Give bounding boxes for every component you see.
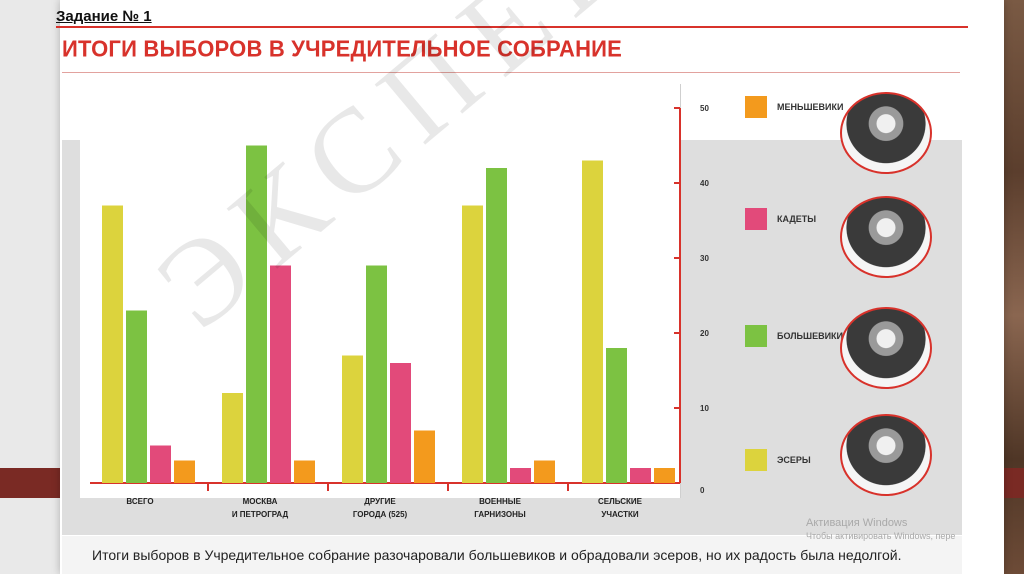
y-tick-label: 30 — [700, 254, 709, 263]
bar-1-4 — [606, 348, 627, 483]
x-tick-label: ВСЕГО — [126, 497, 153, 506]
chart-title: ИТОГИ ВЫБОРОВ В УЧРЕДИТЕЛЬНОЕ СОБРАНИЕ — [62, 35, 623, 62]
top-rule — [56, 26, 968, 28]
bar-2-2 — [390, 363, 411, 483]
windows-activation-notice: Активация Windows Чтобы активировать Win… — [806, 517, 955, 543]
bar-0-1 — [222, 393, 243, 483]
x-tick-label: ВОЕННЫЕ — [479, 497, 522, 506]
title-rule — [62, 72, 960, 73]
legend-label: МЕНЬШЕВИКИ — [777, 102, 844, 112]
bar-1-1 — [246, 145, 267, 483]
y-tick-label: 20 — [700, 329, 709, 338]
bar-3-1 — [294, 460, 315, 483]
bar-0-0 — [102, 205, 123, 483]
bar-3-4 — [654, 468, 675, 483]
x-tick-label: ГАРНИЗОНЫ — [474, 510, 526, 519]
x-tick-label: И ПЕТРОГРАД — [232, 510, 289, 519]
x-tick-label: СЕЛЬСКИЕ — [598, 497, 643, 506]
legend-label: КАДЕТЫ — [777, 214, 817, 224]
y-tick-label: 10 — [700, 404, 709, 413]
legend-label: ЭСЕРЫ — [777, 455, 811, 465]
bar-0-3 — [462, 205, 483, 483]
portrait-menshevik — [840, 92, 932, 174]
legend-swatch — [745, 449, 767, 471]
x-tick-label: ДРУГИЕ — [364, 497, 396, 506]
x-tick-label: ГОРОДА (525) — [353, 510, 408, 519]
caption-box — [62, 536, 962, 574]
bar-3-3 — [534, 460, 555, 483]
legend-swatch — [745, 325, 767, 347]
legend-swatch — [745, 96, 767, 118]
bar-1-2 — [366, 265, 387, 483]
bar-2-1 — [270, 265, 291, 483]
bar-0-4 — [582, 160, 603, 483]
bar-2-3 — [510, 468, 531, 483]
y-tick-label: 40 — [700, 179, 709, 188]
bar-0-2 — [342, 355, 363, 483]
bar-1-3 — [486, 168, 507, 483]
portrait-bolshevik — [840, 307, 932, 389]
bar-3-0 — [174, 460, 195, 483]
activation-line-2: Чтобы активировать Windows, пере — [806, 531, 956, 541]
activation-line-1: Активация Windows — [806, 517, 908, 529]
x-tick-label: МОСКВА — [243, 497, 278, 506]
task-label: Задание № 1 — [56, 8, 152, 25]
y-tick-label: 0 — [700, 486, 705, 495]
legend-swatch — [745, 208, 767, 230]
legend-label: БОЛЬШЕВИКИ — [777, 331, 844, 341]
bar-3-2 — [414, 430, 435, 483]
caption: Итоги выборов в Учредительное собрание р… — [92, 547, 902, 563]
bar-1-0 — [126, 310, 147, 483]
bar-2-4 — [630, 468, 651, 483]
y-tick-label: 50 — [700, 104, 709, 113]
portrait-kadet — [840, 196, 932, 278]
portrait-eser — [840, 414, 932, 496]
x-tick-label: УЧАСТКИ — [601, 510, 639, 519]
bar-2-0 — [150, 445, 171, 483]
